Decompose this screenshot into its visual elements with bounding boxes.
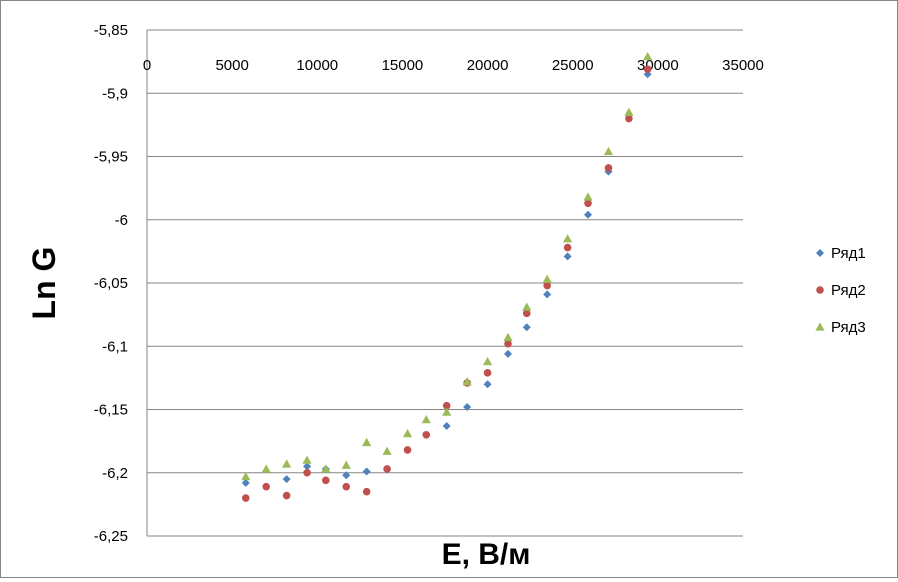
data-point (241, 471, 251, 481)
y-tick-labels: -5,85 -5,9 -5,95 -6 -6,05 -6,1 -6,15 -6,2 -6,25 (94, 22, 128, 545)
x-tick-label: 5000 (215, 57, 248, 74)
y-tick-label: -6,25 (94, 528, 128, 545)
data-point (563, 243, 572, 252)
legend-marker-2 (816, 286, 824, 294)
data-point (262, 482, 271, 491)
data-point (362, 487, 371, 496)
x-tick-labels: 0 5000 10000 15000 20000 25000 30000 35000 (143, 57, 764, 74)
x-tick-label: 10000 (296, 57, 338, 74)
data-point (383, 465, 391, 473)
data-point (402, 428, 413, 438)
y-tick-label: -6,15 (94, 402, 128, 419)
data-point (282, 459, 292, 468)
data-point (584, 210, 593, 219)
data-point (362, 437, 372, 447)
data-point (282, 475, 291, 484)
y-tick-label: -6,2 (102, 465, 128, 482)
data-point (483, 380, 492, 389)
data-point (483, 369, 492, 377)
data-point (543, 290, 552, 299)
data-point (303, 462, 312, 471)
legend-label-1: Ряд1 (831, 245, 866, 262)
data-point (303, 468, 311, 477)
data-point (542, 274, 552, 283)
data-point (421, 415, 431, 424)
data-point (442, 407, 452, 416)
x-tick-label: 15000 (382, 57, 424, 74)
data-point (625, 114, 633, 123)
legend-marker-1 (816, 249, 824, 257)
x-tick-label: 20000 (467, 57, 509, 74)
data-point (583, 192, 593, 201)
data-point (403, 446, 412, 454)
y-tick-label: -5,9 (102, 85, 128, 102)
data-point (282, 491, 291, 500)
data-point (643, 51, 653, 61)
data-point (504, 339, 512, 348)
data-point (463, 402, 472, 411)
data-point (382, 446, 392, 455)
data-point (341, 460, 351, 469)
y-tick-label: -5,85 (94, 22, 128, 39)
data-point (482, 356, 493, 366)
legend: Ряд1 Ряд2 Ряд3 (815, 245, 866, 336)
axes (146, 29, 743, 536)
data-point (563, 234, 573, 243)
data-point (322, 476, 330, 485)
data-point (522, 309, 531, 318)
series-2 (241, 65, 652, 502)
data-point (442, 401, 451, 410)
legend-label-3: Ряд3 (831, 319, 866, 336)
y-axis-title: Ln G (26, 247, 62, 320)
data-point (462, 377, 472, 386)
data-point (504, 349, 513, 358)
data-point (522, 302, 532, 311)
y-tick-label: -6 (115, 212, 128, 229)
data-point (241, 478, 250, 487)
legend-label-2: Ряд2 (831, 282, 866, 299)
data-point (624, 107, 634, 116)
data-point (603, 146, 614, 156)
legend-marker-3 (815, 322, 825, 331)
x-tick-label: 30000 (637, 57, 679, 74)
y-tick-label: -6,05 (94, 275, 128, 292)
series-1 (241, 70, 652, 487)
data-point (584, 199, 592, 208)
data-point (442, 421, 451, 430)
x-tick-label: 25000 (552, 57, 594, 74)
data-point (604, 164, 613, 172)
x-tick-label: 0 (143, 57, 151, 74)
data-point (422, 431, 431, 439)
data-point (643, 65, 652, 74)
data-point (342, 482, 351, 491)
data-point (563, 252, 572, 261)
data-point (543, 281, 551, 290)
gridlines (147, 29, 743, 537)
y-tick-label: -6,1 (102, 338, 128, 355)
series-3 (241, 51, 653, 481)
data-point (522, 323, 531, 332)
data-point (362, 467, 371, 476)
data-point (302, 455, 312, 464)
data-point (342, 471, 351, 480)
y-tick-label: -5,95 (94, 149, 128, 166)
data-point (241, 494, 250, 502)
x-axis-title: E, B/м (442, 538, 531, 571)
x-tick-label: 35000 (722, 57, 764, 74)
data-series (241, 51, 653, 502)
data-point (321, 464, 331, 473)
data-point (503, 332, 513, 342)
data-point (261, 464, 271, 473)
